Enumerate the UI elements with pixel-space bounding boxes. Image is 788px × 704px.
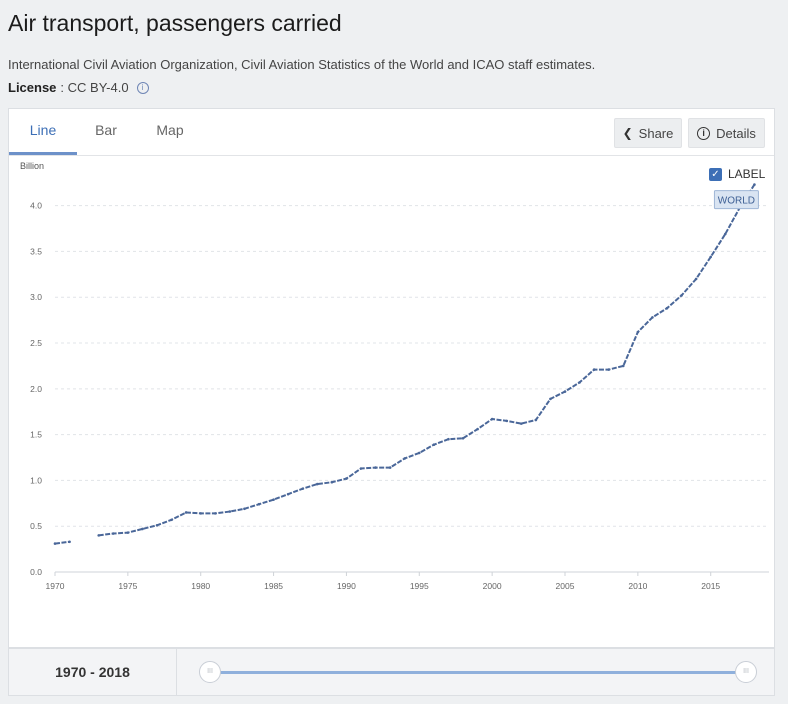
data-point (315, 482, 319, 486)
range-end-handle[interactable]: III (735, 661, 757, 683)
data-point (286, 492, 290, 496)
details-button[interactable]: i Details (688, 118, 765, 148)
x-tick-label: 1995 (410, 581, 429, 591)
data-point (709, 255, 713, 259)
y-tick-label: 2.5 (30, 338, 42, 348)
y-tick-label: 3.5 (30, 246, 42, 256)
data-point (417, 451, 421, 455)
y-tick-label: 0.5 (30, 521, 42, 531)
series-line (54, 540, 70, 545)
data-point (199, 512, 203, 515)
data-point (519, 422, 523, 425)
data-point (694, 277, 698, 281)
data-point (228, 510, 232, 513)
data-point (665, 306, 669, 310)
data-point (272, 498, 275, 501)
data-point (68, 540, 71, 544)
data-point (607, 368, 611, 371)
data-point (141, 527, 144, 531)
chart-panel: Line Bar Map ❮ Share i Details ✓ LABEL B… (8, 108, 775, 648)
chart-tabs: Line Bar Map ❮ Share i Details (9, 109, 774, 156)
data-point (257, 502, 261, 506)
data-point (359, 467, 363, 470)
line-chart: Billion 0.0 0.5 1.0 1.5 2.0 2.5 3.0 3.5 4.0 1970 19… (20, 161, 769, 591)
range-track[interactable] (211, 671, 746, 674)
x-tick-label: 1970 (46, 581, 65, 591)
data-point (636, 330, 640, 334)
tab-map[interactable]: Map (156, 122, 184, 138)
share-button[interactable]: ❮ Share (614, 118, 682, 148)
data-point (301, 487, 305, 490)
data-point (563, 390, 567, 393)
page-title: Air transport, passengers carried (8, 10, 342, 36)
data-point (549, 397, 552, 401)
data-point (213, 512, 217, 515)
x-tick-label: 2000 (483, 581, 502, 591)
data-point (374, 466, 377, 469)
data-point (651, 316, 654, 319)
data-point (243, 507, 246, 511)
series-label-box (713, 190, 759, 210)
series-label: WORLD (718, 196, 755, 207)
y-tick-label: 1.0 (30, 475, 42, 485)
data-point (753, 183, 756, 186)
range-text: 1970 - 2018 (9, 649, 177, 695)
data-point (330, 480, 334, 484)
data-point (592, 368, 596, 371)
checkbox-checked-icon[interactable]: ✓ (709, 167, 722, 181)
y-tick-label: 4.0 (30, 201, 42, 211)
data-point (578, 381, 581, 384)
data-point (345, 477, 348, 480)
data-point (680, 294, 683, 297)
data-point (126, 531, 130, 534)
tab-bar[interactable]: Bar (95, 122, 117, 138)
x-tick-label: 2005 (556, 581, 575, 591)
share-label: Share (638, 125, 674, 141)
x-tick-label: 1990 (337, 581, 356, 591)
x-tick-label: 2010 (628, 581, 647, 591)
label-toggle-text: LABEL (728, 167, 766, 181)
data-point (155, 523, 159, 527)
x-tick-label: 1980 (191, 581, 210, 591)
series-line (98, 184, 756, 537)
data-point (53, 542, 57, 545)
license-label: License (8, 80, 57, 95)
info-circle-icon: i (697, 126, 711, 140)
data-point (534, 418, 538, 422)
details-label: Details (716, 125, 756, 141)
data-point (184, 511, 188, 514)
license-line: License : CC BY-4.0 i (8, 80, 149, 95)
y-tick-label: 3.0 (30, 292, 42, 302)
y-axis-label: Billion (20, 161, 44, 171)
x-tick-label: 2015 (701, 581, 720, 591)
data-point (432, 443, 436, 446)
data-point (97, 534, 101, 537)
info-icon[interactable]: i (136, 81, 149, 94)
label-toggle[interactable]: ✓ LABEL (709, 167, 765, 181)
source-note: International Civil Aviation Organizatio… (8, 57, 596, 72)
data-point (723, 232, 727, 236)
x-tick-label: 1985 (264, 581, 283, 591)
data-point (476, 427, 479, 431)
share-icon: ❮ (622, 126, 633, 140)
data-point (447, 437, 450, 441)
data-point (490, 417, 494, 421)
data-point (388, 466, 392, 469)
data-point (111, 532, 115, 535)
range-bar: 1970 - 2018 III III (8, 648, 775, 696)
range-start-handle[interactable]: III (199, 661, 221, 683)
y-tick-label: 1.5 (30, 430, 42, 440)
data-point (403, 457, 407, 460)
license-value: : CC BY-4.0 (60, 80, 129, 95)
y-tick-label: 2.0 (30, 384, 42, 394)
tab-line[interactable]: Line (9, 109, 77, 155)
x-tick-label: 1975 (118, 581, 137, 591)
data-point (621, 364, 625, 368)
data-point (461, 436, 465, 440)
data-point (170, 518, 173, 522)
data-point (505, 419, 509, 423)
y-tick-label: 0.0 (30, 567, 42, 577)
